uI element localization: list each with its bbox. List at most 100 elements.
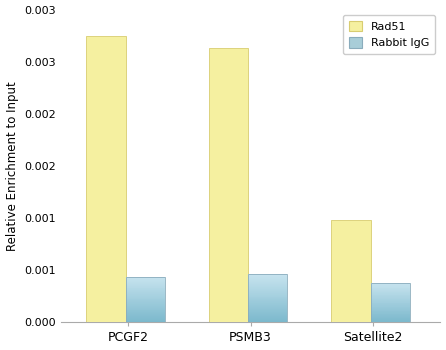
Bar xyxy=(126,286,165,287)
Bar xyxy=(126,310,165,312)
Bar xyxy=(248,305,287,306)
Bar xyxy=(248,303,287,304)
Bar xyxy=(126,294,165,295)
Bar xyxy=(248,304,287,305)
Bar xyxy=(371,300,410,301)
Bar xyxy=(371,288,410,289)
Bar xyxy=(371,305,410,306)
Bar xyxy=(126,319,165,320)
Bar xyxy=(248,279,287,280)
Bar xyxy=(126,295,165,296)
Bar xyxy=(126,283,165,284)
Bar xyxy=(126,290,165,291)
Bar xyxy=(126,320,165,321)
Bar xyxy=(371,283,410,284)
Bar xyxy=(126,317,165,318)
Bar xyxy=(248,320,287,321)
Bar xyxy=(126,276,165,278)
Bar xyxy=(126,292,165,293)
Bar xyxy=(248,290,287,291)
Bar xyxy=(371,310,410,311)
Bar xyxy=(126,285,165,286)
Bar xyxy=(126,297,165,298)
Bar xyxy=(248,276,287,277)
Bar xyxy=(248,308,287,309)
Bar xyxy=(248,299,287,300)
Bar xyxy=(248,284,287,285)
Bar xyxy=(87,36,126,322)
Bar xyxy=(248,295,287,296)
Bar xyxy=(248,285,287,286)
Bar xyxy=(248,277,287,278)
Bar xyxy=(371,307,410,308)
Bar xyxy=(248,314,287,315)
Bar xyxy=(248,287,287,288)
Bar xyxy=(371,313,410,314)
Bar xyxy=(248,280,287,281)
Bar xyxy=(248,294,287,295)
Bar xyxy=(371,312,410,313)
Bar xyxy=(371,303,410,304)
Bar xyxy=(248,313,287,314)
Bar xyxy=(126,276,165,322)
Bar xyxy=(248,310,287,311)
Bar xyxy=(126,318,165,319)
Bar xyxy=(371,285,410,286)
Bar xyxy=(248,275,287,276)
Bar xyxy=(126,301,165,302)
Bar xyxy=(126,287,165,288)
Bar xyxy=(248,311,287,312)
Bar xyxy=(126,303,165,304)
Bar xyxy=(371,291,410,292)
Bar xyxy=(248,274,287,322)
Bar xyxy=(371,304,410,305)
Bar xyxy=(126,299,165,300)
Bar xyxy=(248,298,287,299)
Bar xyxy=(126,309,165,310)
Bar xyxy=(248,289,287,290)
Bar xyxy=(248,318,287,320)
Bar xyxy=(126,314,165,315)
Bar xyxy=(126,302,165,303)
Bar xyxy=(371,292,410,293)
Bar xyxy=(371,316,410,317)
Bar xyxy=(126,291,165,292)
Bar xyxy=(126,289,165,290)
Bar xyxy=(248,321,287,322)
Y-axis label: Relative Enrichment to Input: Relative Enrichment to Input xyxy=(5,81,19,251)
Bar xyxy=(371,317,410,318)
Bar xyxy=(248,282,287,283)
Bar xyxy=(126,298,165,299)
Bar xyxy=(248,312,287,313)
Bar xyxy=(126,313,165,314)
Bar xyxy=(126,305,165,306)
Bar xyxy=(371,302,410,303)
Legend: Rad51, Rabbit IgG: Rad51, Rabbit IgG xyxy=(343,15,435,54)
Bar xyxy=(248,307,287,308)
Bar xyxy=(126,296,165,297)
Bar xyxy=(126,306,165,307)
Bar xyxy=(248,283,287,284)
Bar xyxy=(126,288,165,289)
Bar xyxy=(248,309,287,310)
Bar xyxy=(126,280,165,281)
Bar xyxy=(248,296,287,298)
Bar xyxy=(371,320,410,321)
Bar xyxy=(126,308,165,309)
Bar xyxy=(248,301,287,302)
Bar xyxy=(371,299,410,300)
Bar xyxy=(248,302,287,303)
Bar xyxy=(371,314,410,315)
Bar xyxy=(371,283,410,322)
Bar xyxy=(371,296,410,297)
Bar xyxy=(126,300,165,301)
Bar xyxy=(371,319,410,320)
Bar xyxy=(248,293,287,294)
Bar xyxy=(248,316,287,317)
Bar xyxy=(371,321,410,322)
Bar xyxy=(371,306,410,307)
Bar xyxy=(126,304,165,305)
Bar xyxy=(248,274,287,275)
Bar xyxy=(248,317,287,318)
Bar xyxy=(371,295,410,296)
